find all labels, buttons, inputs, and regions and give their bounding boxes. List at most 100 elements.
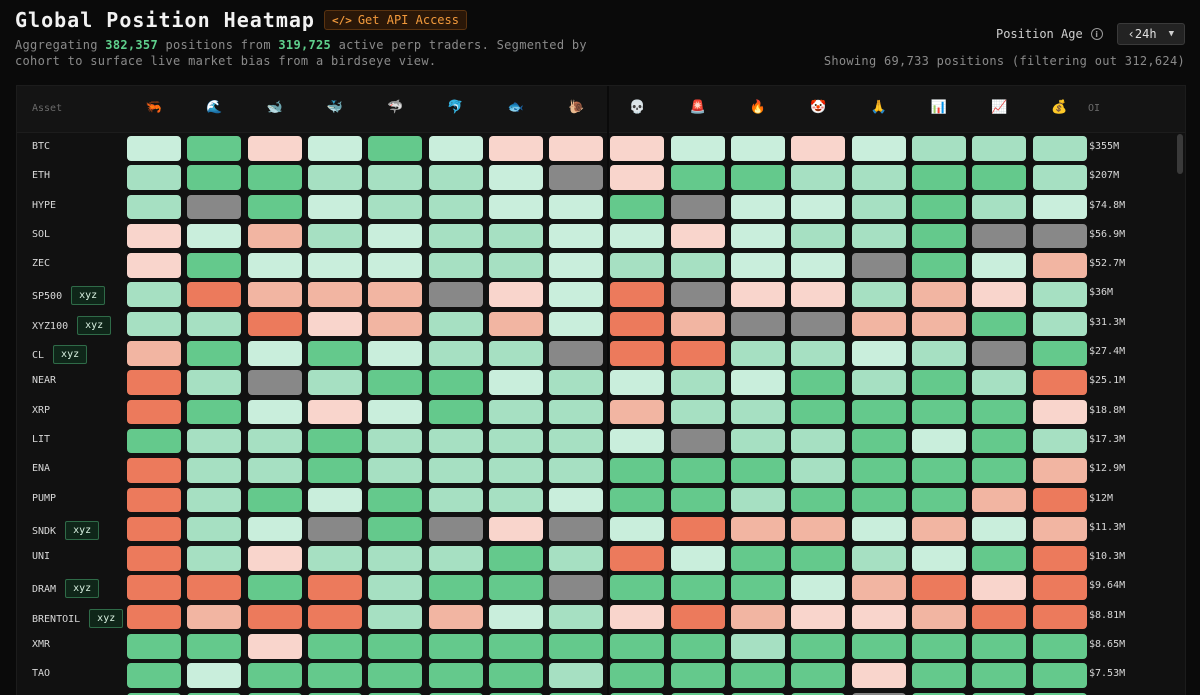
heatmap-cell[interactable] [127,428,181,454]
asset-label[interactable]: DRAM xyz [32,579,100,599]
asset-label[interactable]: BRENTOIL xyz [32,608,124,629]
heatmap-cell[interactable] [1032,370,1087,395]
heatmap-cell[interactable] [1032,282,1087,307]
heatmap-cell[interactable] [187,458,242,483]
heatmap-cell[interactable] [851,223,906,249]
oi-column-header[interactable]: OI [1088,103,1101,114]
heatmap-cell[interactable] [368,692,423,695]
heatmap-cell[interactable] [610,253,665,278]
heatmap-cell[interactable] [972,341,1027,366]
heatmap-cell[interactable] [610,546,665,571]
heatmap-cell[interactable] [972,428,1027,454]
asset-label[interactable]: PUMP [32,493,56,504]
heatmap-cell[interactable] [368,370,423,395]
heatmap-cell[interactable] [972,604,1027,630]
asset-label[interactable]: XMR [32,639,50,650]
heatmap-cell[interactable] [972,546,1027,571]
heatmap-cell[interactable] [127,341,181,366]
heatmap-cell[interactable] [368,546,423,571]
heatmap-cell[interactable] [488,604,543,630]
heatmap-cell[interactable] [187,634,242,659]
fish-icon[interactable]: 🐟 [507,100,524,115]
trend-chart-icon[interactable]: 📈 [991,100,1008,115]
heatmap-cell[interactable] [670,692,725,695]
asset-label[interactable]: ETH [32,170,50,181]
heatmap-cell[interactable] [791,253,846,278]
get-api-access-button[interactable]: </> Get API Access [323,10,467,30]
heatmap-cell[interactable] [972,165,1027,190]
heatmap-cell[interactable] [549,223,604,249]
heatmap-cell[interactable] [911,194,966,220]
asset-label[interactable]: ZEC [32,258,50,269]
heatmap-cell[interactable] [670,575,725,600]
heatmap-cell[interactable] [428,341,483,366]
heatmap-cell[interactable] [368,663,423,688]
whale-icon[interactable]: 🐋 [266,100,283,115]
heatmap-cell[interactable] [307,311,362,337]
heatmap-cell[interactable] [127,311,181,337]
heatmap-cell[interactable] [911,282,966,307]
heatmap-cell[interactable] [247,428,302,454]
heatmap-cell[interactable] [187,194,242,220]
heatmap-cell[interactable] [791,546,846,571]
heatmap-cell[interactable] [1032,194,1087,220]
heatmap-cell[interactable] [549,428,604,454]
heatmap-cell[interactable] [851,165,906,190]
heatmap-cell[interactable] [428,575,483,600]
heatmap-cell[interactable] [127,370,181,395]
heatmap-cell[interactable] [972,458,1027,483]
heatmap-cell[interactable] [972,634,1027,659]
asset-label[interactable]: NEAR [32,375,56,386]
heatmap-cell[interactable] [851,399,906,425]
heatmap-cell[interactable] [851,370,906,395]
heatmap-cell[interactable] [851,282,906,307]
heatmap-cell[interactable] [972,399,1027,425]
heatmap-cell[interactable] [731,634,785,659]
heatmap-cell[interactable] [127,634,181,659]
heatmap-cell[interactable] [972,575,1027,600]
heatmap-cell[interactable] [791,428,846,454]
clown-icon[interactable]: 🤡 [810,100,827,115]
heatmap-cell[interactable] [187,663,242,688]
heatmap-cell[interactable] [307,136,362,161]
heatmap-cell[interactable] [488,282,543,307]
heatmap-cell[interactable] [488,399,543,425]
heatmap-cell[interactable] [731,604,785,630]
heatmap-cell[interactable] [247,370,302,395]
heatmap-cell[interactable] [1032,223,1087,249]
heatmap-cell[interactable] [368,428,423,454]
heatmap-cell[interactable] [731,663,785,688]
bar-chart-icon[interactable]: 📊 [930,100,947,115]
heatmap-cell[interactable] [488,516,543,542]
heatmap-cell[interactable] [911,487,966,513]
dolphin-icon[interactable]: 🐬 [447,100,464,115]
heatmap-cell[interactable] [307,194,362,220]
heatmap-cell[interactable] [549,194,604,220]
heatmap-cell[interactable] [428,428,483,454]
heatmap-cell[interactable] [549,634,604,659]
heatmap-cell[interactable] [307,253,362,278]
heatmap-cell[interactable] [731,487,785,513]
heatmap-cell[interactable] [972,136,1027,161]
heatmap-cell[interactable] [791,282,846,307]
heatmap-cell[interactable] [911,458,966,483]
wave-icon[interactable]: 🌊 [206,100,223,115]
asset-label[interactable]: BTC [32,141,50,152]
heatmap-cell[interactable] [911,663,966,688]
heatmap-cell[interactable] [368,311,423,337]
heatmap-cell[interactable] [670,546,725,571]
heatmap-cell[interactable] [187,165,242,190]
heatmap-cell[interactable] [1032,341,1087,366]
heatmap-cell[interactable] [307,546,362,571]
heatmap-cell[interactable] [307,428,362,454]
heatmap-cell[interactable] [731,428,785,454]
heatmap-cell[interactable] [428,136,483,161]
heatmap-cell[interactable] [488,370,543,395]
heatmap-cell[interactable] [731,341,785,366]
heatmap-cell[interactable] [247,399,302,425]
heatmap-cell[interactable] [127,663,181,688]
heatmap-cell[interactable] [488,575,543,600]
heatmap-cell[interactable] [610,663,665,688]
asset-label[interactable]: SP500 xyz [32,286,106,306]
heatmap-cell[interactable] [187,428,242,454]
